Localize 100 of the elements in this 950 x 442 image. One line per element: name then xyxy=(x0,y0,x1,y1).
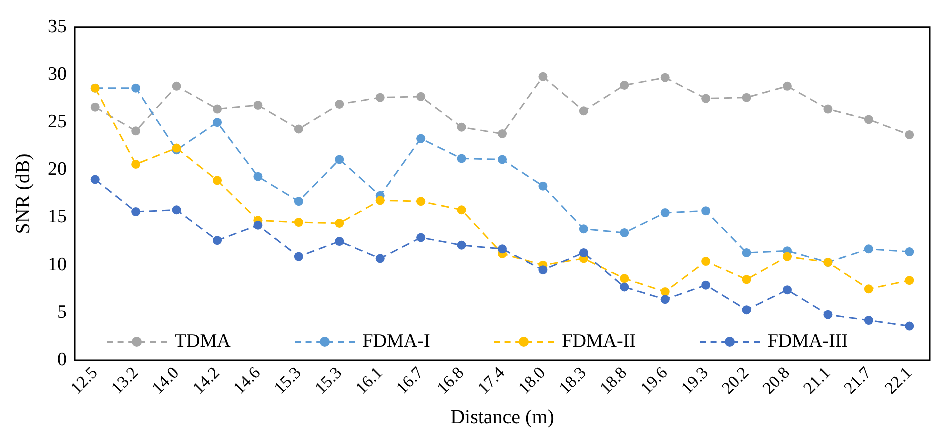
x-tick-label: 22.1 xyxy=(881,363,916,398)
point xyxy=(538,182,548,191)
x-tick-label: 17.4 xyxy=(474,362,509,398)
point xyxy=(132,208,141,217)
point xyxy=(498,244,507,254)
point xyxy=(660,288,670,297)
x-tick-label: 20.8 xyxy=(759,363,794,398)
point xyxy=(579,224,588,234)
point xyxy=(132,126,141,136)
y-tick-label: 0 xyxy=(58,350,67,371)
point xyxy=(294,124,304,134)
legend-label: FDMA-I xyxy=(362,330,430,353)
point xyxy=(457,154,466,164)
point xyxy=(254,220,263,230)
point xyxy=(905,276,914,286)
point xyxy=(335,155,344,164)
point xyxy=(335,100,344,109)
point xyxy=(538,266,548,275)
point xyxy=(213,176,222,186)
y-tick-label: 35 xyxy=(48,16,67,38)
point xyxy=(376,254,385,264)
point xyxy=(742,275,752,284)
point xyxy=(742,248,752,258)
point xyxy=(416,92,426,102)
point xyxy=(294,197,304,206)
point xyxy=(702,94,711,104)
point xyxy=(864,244,874,254)
point xyxy=(457,206,466,215)
legend-label: FDMA-III xyxy=(768,330,848,353)
point xyxy=(90,175,100,184)
point xyxy=(702,257,711,266)
point xyxy=(783,252,792,262)
legend-label: TDMA xyxy=(174,330,231,353)
y-tick-label: 5 xyxy=(58,302,67,323)
point xyxy=(294,218,304,228)
x-tick-label: 18.0 xyxy=(514,363,550,398)
point xyxy=(579,106,588,116)
x-tick-label: 20.2 xyxy=(718,363,753,398)
point xyxy=(294,252,304,262)
x-tick-label: 19.3 xyxy=(678,363,712,398)
point xyxy=(416,197,426,206)
point xyxy=(538,72,548,82)
point xyxy=(742,93,752,102)
point xyxy=(620,274,630,284)
x-tick-label: 13.2 xyxy=(108,363,142,398)
point xyxy=(824,104,833,114)
point xyxy=(742,306,752,315)
x-tick-label: 14.2 xyxy=(189,363,224,398)
point xyxy=(783,82,792,91)
point xyxy=(132,84,141,93)
x-tick-label: 15.3 xyxy=(270,363,305,398)
point xyxy=(702,206,711,216)
point xyxy=(254,172,263,182)
point xyxy=(213,104,222,114)
y-tick-label: 25 xyxy=(48,112,67,133)
point xyxy=(783,286,792,295)
point xyxy=(620,228,630,238)
point xyxy=(376,196,385,206)
point xyxy=(660,208,670,218)
point xyxy=(416,134,426,144)
x-tick-label: 14.0 xyxy=(148,363,183,398)
x-tick-label: 18.8 xyxy=(596,363,631,398)
x-tick-label: 21.1 xyxy=(800,363,834,398)
point xyxy=(824,310,833,320)
x-tick-label: 12.5 xyxy=(66,363,102,398)
x-tick-label: 21.7 xyxy=(840,362,876,398)
point xyxy=(335,237,344,246)
point xyxy=(660,295,670,304)
point xyxy=(864,316,874,326)
x-tick-label: 15.3 xyxy=(311,363,346,398)
point xyxy=(90,102,100,112)
point xyxy=(172,206,182,215)
y-tick-label: 15 xyxy=(48,206,67,228)
x-tick-label: 19.6 xyxy=(636,363,672,398)
point xyxy=(905,322,914,331)
point xyxy=(457,122,466,132)
point xyxy=(335,218,344,228)
point xyxy=(498,130,507,139)
y-tick-label: 30 xyxy=(48,64,67,85)
point xyxy=(905,248,914,257)
x-axis-title: Distance (m) xyxy=(450,406,554,428)
point xyxy=(620,80,630,90)
point xyxy=(620,282,630,292)
point xyxy=(579,248,588,258)
y-tick-label: 10 xyxy=(48,254,67,276)
point xyxy=(498,155,507,164)
point xyxy=(660,73,670,82)
legend-label: FDMA-II xyxy=(562,330,636,353)
point xyxy=(457,240,466,250)
point xyxy=(213,118,222,128)
y-tick-label: 20 xyxy=(48,159,67,180)
point xyxy=(702,280,711,290)
point xyxy=(416,233,426,242)
x-tick-label: 18.3 xyxy=(555,363,590,398)
y-axis-title: SNR (dB) xyxy=(12,154,34,234)
point xyxy=(213,236,222,246)
point xyxy=(864,284,874,294)
point xyxy=(864,115,874,124)
point xyxy=(254,100,263,110)
x-tick-label: 16.7 xyxy=(392,362,428,398)
